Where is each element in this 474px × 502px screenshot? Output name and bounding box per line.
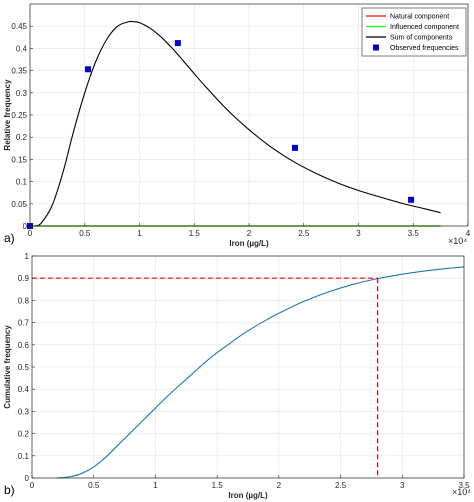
y-tick-label: 0.1 [16, 178, 28, 187]
x-tick-label: 1.5 [212, 481, 224, 490]
panel-a-ticks: 0 0.5 1 1.5 2 2.5 3 3.5 4 0 0.05 0.1 0.15 0.2 0.25 0.3 0… [11, 22, 470, 238]
y-tick-label: 0.6 [18, 341, 30, 350]
observed-frequency-point [408, 196, 415, 203]
observed-frequency-point [85, 66, 92, 73]
observed-frequency-point [291, 144, 298, 151]
panel-a-chart: 0 0.5 1 1.5 2 2.5 3 3.5 4 0 0.05 0.1 0.15 0.2 0.25 0.3 0… [3, 3, 471, 248]
panel-b-ticks: 0 0.5 1 1.5 2 2.5 3 3.5 0 0.1 0.2 0.3 0.4 0.5 0.6 0.7 0.… [18, 252, 470, 490]
y-tick-label: 0.8 [18, 296, 30, 305]
legend-entry: Natural component [390, 14, 449, 21]
y-tick-label: 0.9 [18, 274, 30, 283]
y-tick-label: 0.2 [16, 133, 28, 142]
panel-b-x-exponent: ×10⁴ [452, 487, 471, 497]
y-tick-label: 0.15 [11, 155, 27, 164]
x-tick-label: 3 [400, 481, 405, 490]
cumulative-frequency-line [56, 266, 465, 479]
y-tick-label: 0.05 [11, 200, 27, 209]
x-tick-label: 1 [137, 229, 142, 238]
y-tick-label: 0.25 [11, 111, 27, 120]
panel-a-xlabel: Iron (µg/L) [229, 239, 269, 248]
x-tick-label: 2 [277, 481, 282, 490]
x-tick-label: 1.5 [189, 229, 201, 238]
panel-a-x-exponent: ×10⁴ [448, 236, 467, 246]
panel-a-legend: Natural component Influenced component Sum… [361, 7, 467, 57]
x-tick-label: 0.5 [79, 229, 91, 238]
x-tick-label: 0 [28, 229, 33, 238]
sum-of-components-line [35, 20, 441, 227]
y-tick-label: 0.3 [18, 407, 30, 416]
panel-a-ylabel: Relative frequency [3, 79, 12, 151]
y-tick-label: 0.4 [16, 44, 28, 53]
legend-entry: Sum of components [390, 35, 453, 42]
x-tick-label: 0 [30, 481, 35, 490]
y-tick-label: 0 [23, 222, 28, 231]
y-tick-label: 0.2 [18, 430, 30, 439]
y-tick-label: 0.45 [11, 22, 27, 31]
observed-frequency-point [174, 40, 181, 47]
x-tick-label: 2 [247, 229, 252, 238]
y-tick-label: 1 [25, 252, 30, 261]
x-tick-label: 2.5 [335, 481, 347, 490]
x-tick-label: 3.5 [408, 229, 420, 238]
x-tick-label: 4 [466, 229, 471, 238]
x-tick-label: 1 [153, 481, 158, 490]
legend-marker [373, 44, 379, 51]
y-tick-label: 0.4 [18, 385, 30, 394]
legend-entry: Influenced component [390, 24, 459, 31]
y-tick-label: 0.1 [18, 452, 30, 461]
y-tick-label: 0.7 [18, 319, 30, 328]
x-tick-label: 3 [356, 229, 361, 238]
y-tick-label: 0.5 [18, 363, 30, 372]
y-tick-label: 0 [25, 474, 30, 483]
panel-b-ylabel: Cumulative frequency [3, 325, 12, 409]
y-tick-label: 0.3 [16, 89, 28, 98]
x-tick-label: 0.5 [88, 481, 100, 490]
y-tick-label: 0.35 [11, 67, 27, 76]
x-tick-label: 2.5 [298, 229, 310, 238]
legend-entry: Observed frequencies [390, 45, 459, 52]
panel-a-label: a) [4, 231, 15, 245]
x-tick-label: 3.5 [458, 481, 470, 490]
panel-b-label: b) [4, 483, 15, 497]
panel-b-chart: 0 0.5 1 1.5 2 2.5 3 3.5 0 0.1 0.2 0.3 0.4 0.5 0.6 0.7 0.… [3, 252, 471, 500]
panel-b-xlabel: Iron (µg/L) [228, 491, 268, 500]
panel-b-series [32, 266, 465, 479]
